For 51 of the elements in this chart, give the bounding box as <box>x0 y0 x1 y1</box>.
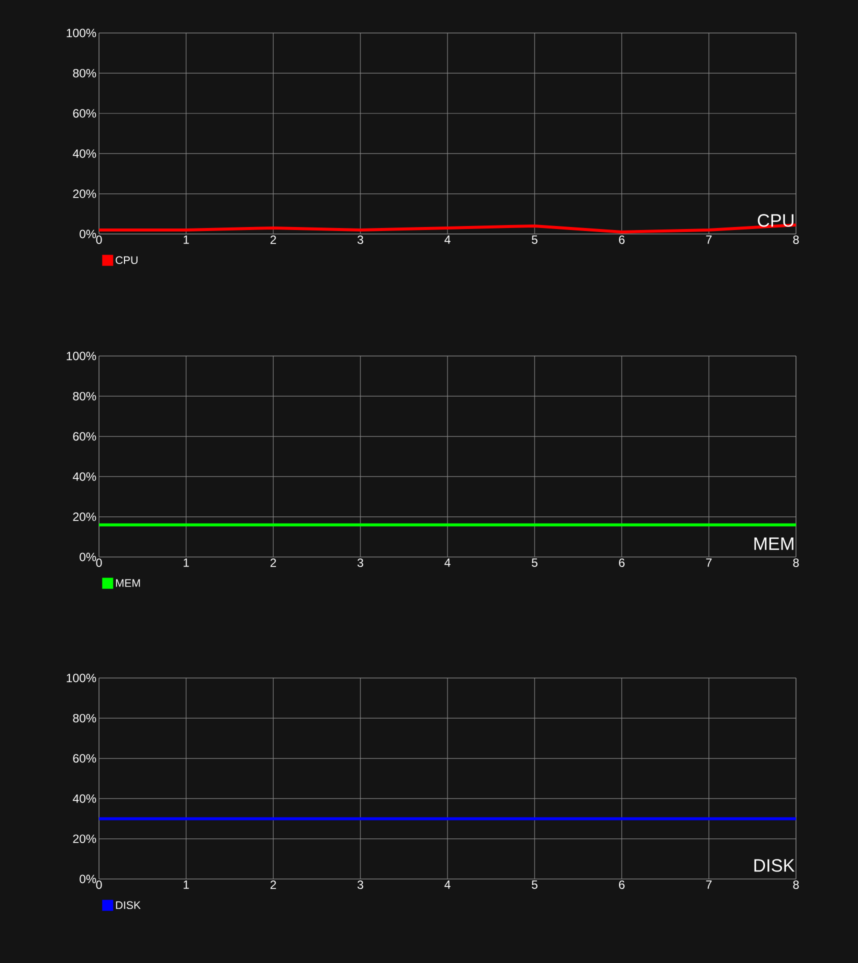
y-tick-label: 20% <box>73 190 96 198</box>
x-tick-label: 1 <box>184 236 189 244</box>
x-tick-label: 6 <box>619 558 625 567</box>
text: CPU <box>758 214 794 227</box>
x-tick-label: 0 <box>96 558 102 567</box>
x-tick-label: 3 <box>358 880 364 889</box>
x-tick-label: 1 <box>184 558 189 567</box>
x-tick-label: 4 <box>444 558 450 567</box>
y-tick-label: 0% <box>80 230 96 238</box>
x-tick-label: 5 <box>532 558 538 567</box>
x-tick-label: 1 <box>184 880 189 889</box>
y-tick-label: 20% <box>73 834 96 844</box>
y-tick-label: 100% <box>66 352 96 360</box>
x-tick-label: 0 <box>96 880 102 889</box>
x-tick-label: 8 <box>793 236 799 244</box>
x-tick-label: 5 <box>532 880 538 889</box>
y-tick-label: 40% <box>72 472 96 481</box>
y-tick-label: 60% <box>73 109 96 118</box>
legend-label: MEM <box>116 579 140 587</box>
y-tick-label: 80% <box>73 714 96 722</box>
y-tick-label: 40% <box>72 794 96 803</box>
x-tick-label: 0 <box>96 236 102 244</box>
y-tick-label: 100% <box>66 28 96 38</box>
legend-label: CPU <box>116 256 138 264</box>
x-tick-label: 3 <box>358 558 364 567</box>
x-tick-label: 7 <box>706 236 712 244</box>
x-tick-label: 3 <box>358 236 364 244</box>
x-tick-label: 8 <box>793 558 799 567</box>
x-tick-label: 6 <box>619 880 625 889</box>
x-tick-label: 7 <box>706 558 712 567</box>
y-tick-label: 60% <box>73 754 96 763</box>
x-tick-label: 2 <box>270 236 276 244</box>
legend-label: DISK <box>116 901 141 910</box>
y-tick-label: 0% <box>80 552 96 562</box>
y-tick-label: 0% <box>80 874 96 884</box>
y-tick-label: 60% <box>73 432 96 441</box>
y-tick-label: 40% <box>72 149 96 158</box>
y-tick-label: 20% <box>73 512 96 522</box>
x-tick-label: 4 <box>444 880 450 889</box>
text: MEM <box>754 537 794 550</box>
y-tick-label: 100% <box>66 674 96 682</box>
x-tick-label: 2 <box>270 880 276 889</box>
x-tick-label: 4 <box>444 236 450 244</box>
x-tick-label: 2 <box>270 558 276 567</box>
y-tick-label: 80% <box>73 392 96 400</box>
x-tick-label: 6 <box>619 236 625 244</box>
y-tick-label: 80% <box>73 68 96 78</box>
x-tick-label: 8 <box>793 880 799 889</box>
x-tick-label: 7 <box>706 880 712 889</box>
x-tick-label: 5 <box>532 236 538 244</box>
text: DISK <box>754 859 795 872</box>
